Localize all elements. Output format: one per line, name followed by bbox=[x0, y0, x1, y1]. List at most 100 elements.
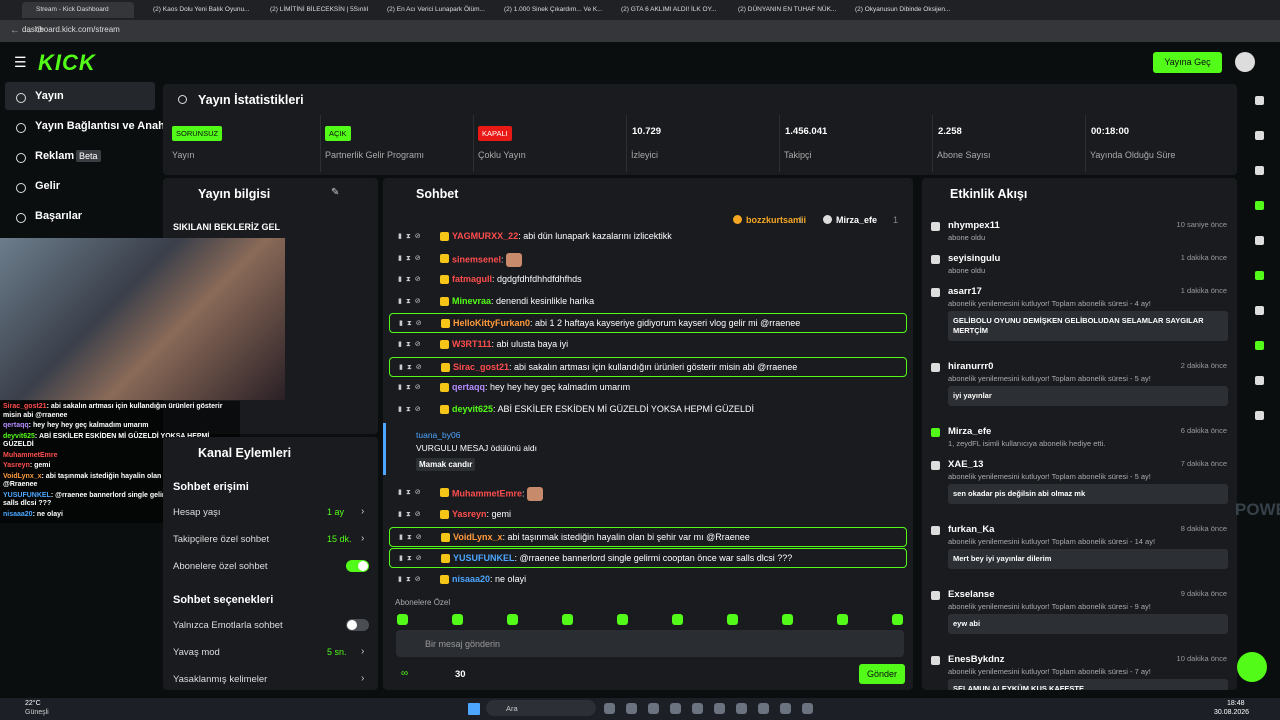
mod-icons[interactable]: ▮⧗⊘ bbox=[399, 320, 426, 328]
activity-user[interactable]: Mirza_efe bbox=[948, 426, 992, 437]
mod-icons[interactable]: ▮⧗⊘ bbox=[398, 233, 425, 240]
chevron[interactable]: › bbox=[361, 506, 365, 517]
mod-icons[interactable]: ▮⧗⊘ bbox=[399, 533, 426, 541]
mod-icons[interactable]: ▮⧗⊘ bbox=[398, 254, 425, 262]
emote[interactable] bbox=[672, 614, 683, 625]
activity-user[interactable]: asarr17 bbox=[948, 286, 982, 297]
chat-user[interactable]: Sirac_gost21 bbox=[453, 361, 510, 372]
nav-item[interactable]: Reklam bbox=[35, 150, 75, 162]
emote[interactable] bbox=[892, 614, 903, 625]
taskbar-app[interactable] bbox=[714, 703, 725, 714]
rail-icon[interactable] bbox=[1255, 166, 1264, 175]
emote[interactable] bbox=[837, 614, 848, 625]
stat-badge: AÇIK bbox=[325, 126, 351, 141]
tab-title: (2) Okyanusun Dibinde Oksijen... bbox=[855, 6, 951, 13]
browser-tab[interactable]: (2) GTA 6 AKLIMI ALDI! İLK OY... bbox=[607, 2, 719, 18]
mod-icons[interactable]: ▮⧗⊘ bbox=[398, 489, 425, 497]
start-button[interactable] bbox=[468, 703, 480, 715]
rail-icon[interactable] bbox=[1255, 271, 1264, 280]
chat-user[interactable]: MuhammetEmre bbox=[452, 488, 523, 499]
taskbar-app[interactable] bbox=[604, 703, 615, 714]
activity-user[interactable]: Exselanse bbox=[948, 589, 995, 600]
menu-icon[interactable]: ☰ bbox=[14, 54, 27, 70]
chat-user[interactable]: deyvit625 bbox=[452, 403, 494, 414]
browser-tab[interactable]: (2) Kaos Dolu Yeni Balık Oyunu... bbox=[139, 2, 251, 18]
activity-user[interactable]: nhympex11 bbox=[948, 220, 1000, 231]
emote[interactable] bbox=[782, 614, 793, 625]
url[interactable]: dashboard.kick.com/stream bbox=[22, 25, 120, 34]
mod-icons[interactable]: ▮⧗⊘ bbox=[399, 555, 426, 563]
taskbar-app[interactable] bbox=[736, 703, 747, 714]
emote[interactable] bbox=[562, 614, 573, 625]
taskbar-app[interactable] bbox=[626, 703, 637, 714]
browser-tab[interactable]: (2) 1.000 Sinek Çıkardım... Ve K... bbox=[490, 2, 602, 18]
activity-user[interactable]: furkan_Ka bbox=[948, 524, 995, 535]
chat-input[interactable]: Bir mesaj gönderin bbox=[396, 630, 904, 657]
chat-user[interactable]: VoidLynx_x bbox=[453, 531, 503, 542]
chevron[interactable]: › bbox=[361, 646, 365, 657]
mod-icons[interactable]: ▮⧗⊘ bbox=[398, 297, 425, 305]
activity-user[interactable]: seyisingulu bbox=[948, 253, 1001, 264]
rail-icon[interactable] bbox=[1255, 236, 1264, 245]
nav-item[interactable]: Gelir bbox=[35, 180, 61, 192]
browser-tab[interactable]: (2) Okyanusun Dibinde Oksijen... bbox=[841, 2, 953, 18]
mod-icons[interactable]: ▮⧗⊘ bbox=[398, 341, 425, 348]
tab-title: Stream - Kick Dashboard bbox=[36, 6, 109, 13]
chat-user[interactable]: YAGMURXX_22 bbox=[452, 231, 519, 241]
mod-icons[interactable]: ▮⧗⊘ bbox=[398, 276, 425, 284]
emote[interactable] bbox=[397, 614, 408, 625]
emote[interactable] bbox=[452, 614, 463, 625]
avatar[interactable] bbox=[1235, 52, 1255, 72]
mod-icons[interactable]: ▮⧗⊘ bbox=[399, 363, 426, 371]
taskbar-app[interactable] bbox=[648, 703, 659, 714]
rail-icon[interactable] bbox=[1255, 201, 1264, 210]
help-button[interactable] bbox=[1237, 652, 1267, 682]
chat-user[interactable]: HelloKittyFurkan0 bbox=[453, 318, 531, 329]
toggle[interactable] bbox=[346, 619, 369, 631]
activity-user[interactable]: EnesBykdnz bbox=[948, 654, 1005, 665]
activity-user[interactable]: XAE_13 bbox=[948, 459, 984, 470]
browser-tab[interactable]: (2) DÜNYANIN EN TUHAF NÜK... bbox=[724, 2, 836, 18]
chevron[interactable]: › bbox=[361, 673, 365, 684]
mod-icons[interactable]: ▮⧗⊘ bbox=[398, 511, 425, 518]
go-live-button[interactable]: Yayına Geç bbox=[1153, 52, 1222, 73]
rail-icon[interactable] bbox=[1255, 306, 1264, 315]
browser-tab[interactable]: (2) En Acı Verici Lunapark Ölüm... bbox=[373, 2, 485, 18]
activity-user[interactable]: hiranurrr0 bbox=[948, 361, 994, 372]
browser-tab[interactable]: Stream - Kick Dashboard bbox=[22, 2, 134, 18]
emote[interactable] bbox=[507, 614, 518, 625]
chat-user[interactable]: nisaaa20 bbox=[452, 573, 491, 584]
taskbar-app[interactable] bbox=[758, 703, 769, 714]
emote[interactable] bbox=[617, 614, 628, 625]
emote[interactable] bbox=[727, 614, 738, 625]
rail-icon[interactable] bbox=[1255, 411, 1264, 420]
taskbar-search[interactable]: Ara bbox=[486, 700, 596, 716]
chat-user[interactable]: Minevraa bbox=[452, 295, 492, 306]
chat-user[interactable]: sinemsenel bbox=[452, 253, 502, 264]
mod-icons[interactable]: ▮⧗⊘ bbox=[398, 405, 425, 413]
chat-user[interactable]: fatmagull bbox=[452, 274, 493, 285]
rail-icon[interactable] bbox=[1255, 376, 1264, 385]
rail-icon[interactable] bbox=[1255, 96, 1264, 105]
taskbar-app[interactable] bbox=[802, 703, 813, 714]
chat-user[interactable]: qertaqq bbox=[452, 382, 486, 393]
mod-icons[interactable]: ▮⧗⊘ bbox=[398, 575, 425, 583]
edit-icon[interactable]: ✎ bbox=[331, 187, 340, 198]
logo[interactable]: KICK bbox=[38, 50, 96, 75]
browser-tab[interactable]: (2) LİMİTİNİ BİLECEKSİN | 5Sınlık... bbox=[256, 2, 368, 18]
taskbar-app[interactable] bbox=[670, 703, 681, 714]
rail-icon[interactable] bbox=[1255, 341, 1264, 350]
chevron[interactable]: › bbox=[361, 533, 365, 544]
send-button[interactable]: Gönder bbox=[859, 664, 905, 684]
nav-item[interactable]: Yayın Bağlantısı ve Anahta bbox=[35, 120, 175, 132]
nav-item[interactable]: Başarılar bbox=[35, 210, 83, 222]
taskbar-app[interactable] bbox=[780, 703, 791, 714]
taskbar-app[interactable] bbox=[692, 703, 703, 714]
rail-icon[interactable] bbox=[1255, 131, 1264, 140]
nav-item[interactable]: Yayın bbox=[35, 90, 64, 102]
chat-user[interactable]: Yasreyn bbox=[452, 509, 487, 519]
toggle[interactable] bbox=[346, 560, 369, 572]
chat-user[interactable]: W3RT111 bbox=[452, 339, 492, 349]
mod-icons[interactable]: ▮⧗⊘ bbox=[398, 384, 425, 392]
chat-user[interactable]: YUSUFUNKEL bbox=[453, 553, 515, 564]
